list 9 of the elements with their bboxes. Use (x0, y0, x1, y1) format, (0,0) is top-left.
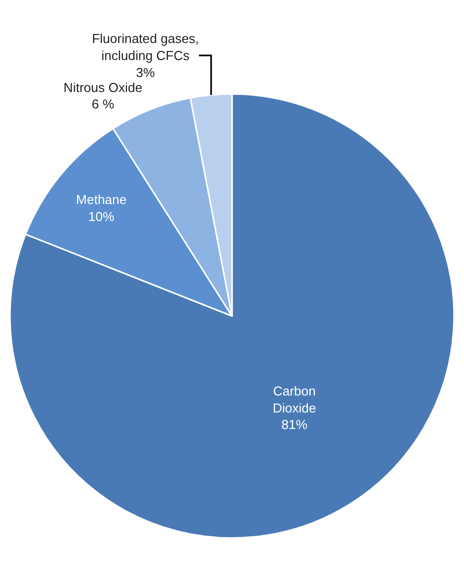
data-label: 3% (136, 64, 156, 80)
slice-label: Methane (76, 192, 127, 207)
data-label: 81% (281, 417, 308, 432)
data-label: 10% (88, 208, 115, 224)
slice-label: Carbon Dioxide (272, 383, 316, 416)
slice-label: Nitrous Oxide (64, 80, 142, 95)
pie-slice (9, 93, 455, 539)
data-label: 6 % (92, 96, 115, 112)
slice-label: Fluorinated gases, including CFCs (92, 31, 199, 63)
